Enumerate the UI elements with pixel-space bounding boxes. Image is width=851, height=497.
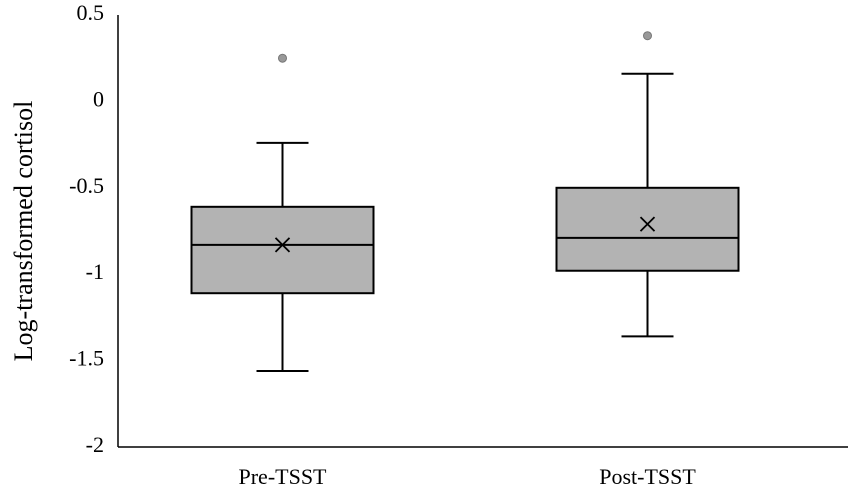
y-tick-label: -1 bbox=[86, 259, 104, 284]
y-tick-label: -2 bbox=[86, 432, 104, 457]
x-tick-label: Pre-TSST bbox=[239, 464, 328, 489]
box bbox=[555, 186, 740, 272]
x-tick-label: Post-TSST bbox=[599, 464, 696, 489]
mean-marker bbox=[274, 237, 291, 253]
y-axis-label: Log-transformed cortisol bbox=[9, 101, 38, 362]
y-tick-label: -1.5 bbox=[69, 346, 104, 371]
y-tick-label: -0.5 bbox=[69, 173, 104, 198]
box bbox=[190, 205, 375, 295]
mean-marker bbox=[639, 216, 656, 232]
y-tick-label: 0 bbox=[93, 86, 104, 111]
y-tick-label: 0.5 bbox=[77, 0, 105, 25]
outlier bbox=[643, 31, 652, 41]
outlier bbox=[278, 53, 287, 63]
